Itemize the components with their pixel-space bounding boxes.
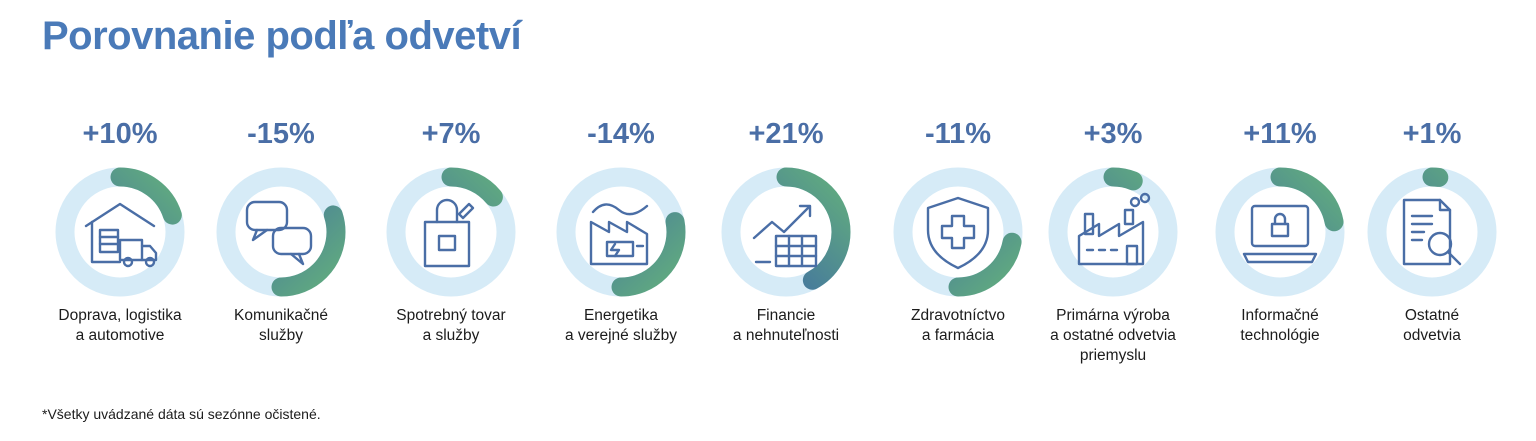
sector-value-arc [1215,167,1345,297]
sector-ring [1048,167,1178,297]
sector-1: +10% Doprava, logistika a automotive [30,112,210,382]
sector-value-label: -11% [924,118,992,150]
medical-shield-icon [926,196,990,270]
sector-ring [556,167,686,297]
sector-label: Komunikačné služby [191,306,371,346]
sector-value-arc [721,167,851,297]
sector-label: Zdravotníctvo a farmácia [868,306,1048,346]
sector-label-line: Komunikačné [234,307,328,324]
sector-value-arc [1367,167,1497,297]
sector-value-label: -14% [587,118,655,150]
chat-bubbles-icon [245,200,313,266]
sector-label-line: Doprava, logistika [58,307,182,324]
sector-value-arc [216,167,346,297]
sector-label-line: technológie [1240,327,1320,344]
sector-7: +3% Primárna výroba a ostatné odvetvia prie… [1023,112,1203,382]
sector-5: +21% Financie a nehnuteľnosti [696,112,876,382]
sector-value-arc [386,167,516,297]
page-title: Porovnanie podľa odvetví [42,14,522,58]
shopping-bag-icon [423,198,475,268]
document-search-icon [1402,198,1462,266]
sector-label-line: Energetika [583,307,659,324]
sector-ring [1215,167,1345,297]
sector-ring [721,167,851,297]
sector-label: Energetika a verejné služby [531,306,711,346]
growth-chart-icon [752,204,818,268]
sector-label-line: a nehnuteľnosti [732,327,840,344]
sector-6: -11% Zdravotníctvo a farmácia [868,112,1048,382]
sector-label-line: priemyslu [1079,347,1147,364]
footnote: *Všetky uvádzané dáta sú sezónne očisten… [42,406,321,422]
sector-value-arc [556,167,686,297]
sector-2: -15% Komunikačné služby [191,112,371,382]
sector-label: Financie a nehnuteľnosti [696,306,876,346]
sector-label: Doprava, logistika a automotive [30,306,210,346]
power-plant-icon [589,203,649,266]
sector-label-line: Primárna výroba [1056,307,1170,324]
sector-label: Primárna výroba a ostatné odvetvia priemys… [1023,306,1203,366]
sector-label: Ostatné odvetvia [1342,306,1522,346]
sector-label-line: Financie [756,307,816,324]
sector-value-label: +7% [421,118,481,150]
sector-value-label: +10% [82,118,158,150]
sector-label-line: Ostatné [1404,307,1460,324]
sector-label-line: Informačné [1241,307,1319,324]
sector-4: -14% Energetika a verejné služby [531,112,711,382]
sector-8: +11% Informačné technológie [1190,112,1370,382]
sector-label-line: služby [259,327,303,344]
sector-9: +1% Ostatné odvetvia [1342,112,1522,382]
sector-label: Spotrebný tovar a služby [361,306,541,346]
sector-label-line: a ostatné odvetvia [1050,327,1176,344]
sector-value-arc [893,167,1023,297]
sector-label-line: a farmácia [921,327,995,344]
sector-value-arc [1048,167,1178,297]
sector-label-line: a služby [422,327,480,344]
sector-ring [893,167,1023,297]
sector-value-label: +3% [1083,118,1143,150]
sector-value-label: +11% [1243,118,1317,150]
sector-value-label: -15% [247,118,315,150]
sector-label-line: odvetvia [1403,327,1461,344]
sector-label: Informačné technológie [1190,306,1370,346]
sector-ring [386,167,516,297]
sector-value-label: +21% [748,118,824,150]
sector-ring [1367,167,1497,297]
sector-label-line: Spotrebný tovar [396,307,506,324]
sector-label-line: a verejné služby [564,327,677,344]
sector-label-line: Zdravotníctvo [911,307,1005,324]
sector-ring [216,167,346,297]
sector-label-line: a automotive [75,327,165,344]
factory-icon [1077,192,1151,266]
sector-value-arc [55,167,185,297]
sector-3: +7% Spotrebný tovar a služby [361,112,541,382]
sector-value-label: +1% [1402,118,1462,150]
warehouse-truck-icon [84,202,158,268]
laptop-lock-icon [1242,204,1318,264]
sector-ring [55,167,185,297]
